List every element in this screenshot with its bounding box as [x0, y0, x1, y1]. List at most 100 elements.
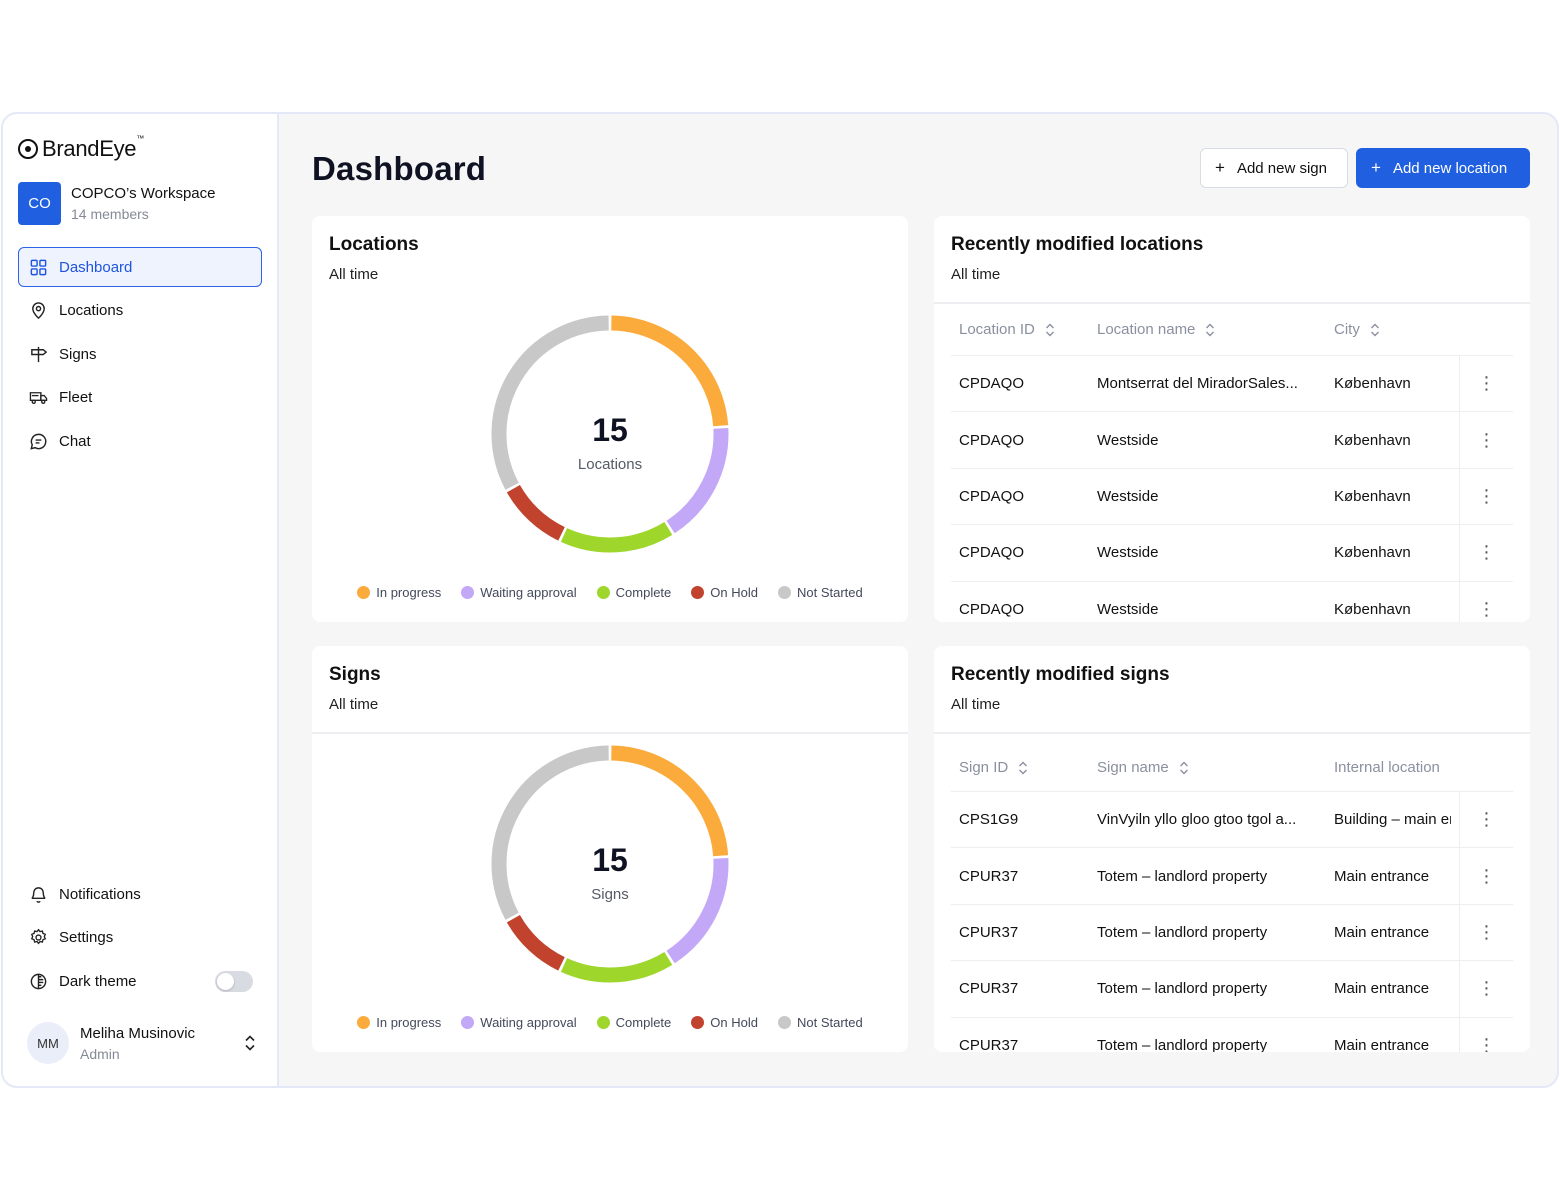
donut-total: 15	[592, 842, 628, 878]
cell-city: København	[1334, 544, 1411, 562]
table-header: Location ID Location name City	[951, 304, 1513, 356]
user-role: Admin	[80, 1045, 120, 1062]
table-row[interactable]: CPDAQO Westside København ⋮	[951, 525, 1513, 582]
table-row[interactable]: CPUR37 Totem – landlord property Main en…	[951, 1017, 1513, 1052]
card-divider	[312, 732, 908, 734]
dark-theme-toggle[interactable]	[215, 970, 253, 992]
cell-location-id: CPDAQO	[959, 431, 1025, 449]
chart-legend: In progress Waiting approval Complete On…	[312, 1015, 908, 1030]
card-divider	[934, 302, 1530, 304]
page-title: Dashboard	[312, 150, 487, 187]
workspace-avatar: CO	[18, 182, 61, 225]
donut-total-label: Signs	[591, 886, 629, 903]
column-header-location-name[interactable]: Location name	[1089, 321, 1326, 338]
table-row[interactable]: CPDAQO Westside København ⋮	[951, 581, 1513, 622]
workspace-switcher[interactable]: CO COPCO’s Workspace 14 members	[18, 182, 216, 225]
table-row[interactable]: CPDAQO Montserrat del MiradorSales... Kø…	[951, 356, 1513, 413]
logo-text: BrandEye™	[42, 134, 144, 161]
legend-item-not-started: Not Started	[777, 1015, 863, 1030]
user-menu[interactable]: MM Meliha Musinovic Admin	[27, 1022, 257, 1064]
donut-slice-complete[interactable]	[560, 521, 673, 553]
column-header-location-id[interactable]: Location ID	[951, 321, 1089, 338]
cell-location-id: CPDAQO	[959, 544, 1025, 562]
table-row[interactable]: CPDAQO Westside København ⋮	[951, 412, 1513, 469]
donut-slice-not-started[interactable]	[491, 315, 609, 490]
cell-sign-id: CPUR37	[959, 923, 1019, 941]
cell-sign-name: Totem – landlord property	[1097, 923, 1268, 941]
cell-location-id: CPDAQO	[959, 375, 1025, 393]
signs-table: Sign ID Sign name Internal location CPS1…	[951, 744, 1513, 1052]
legend-item-in-progress: In progress	[357, 585, 441, 600]
column-header-internal-location[interactable]: Internal location	[1334, 759, 1440, 776]
recent-locations-card: Recently modified locations All time Loc…	[934, 216, 1530, 622]
donut-total-label: Locations	[578, 456, 642, 473]
more-options-icon[interactable]: ⋮	[1459, 412, 1513, 468]
locations-table: Location ID Location name City CPDAQO Mo…	[951, 304, 1513, 622]
table-header: Sign ID Sign name Internal location	[951, 744, 1513, 792]
signs-chart-card: Signs All time 15 Signs In progress Wait…	[312, 646, 908, 1052]
table-row[interactable]: CPS1G9 VinVyiln yllo gloo gtoo tgol a...…	[951, 792, 1513, 849]
card-title: Recently modified locations	[951, 234, 1204, 255]
secondary-nav: Notifications Settings Dark theme	[18, 874, 262, 1005]
add-new-sign-button[interactable]: + Add new sign	[1200, 148, 1348, 188]
locations-chart-card: Locations All time 15 Locations In progr…	[312, 216, 908, 622]
card-subtitle: All time	[951, 696, 1001, 713]
more-options-icon[interactable]: ⋮	[1459, 468, 1513, 525]
more-options-icon[interactable]: ⋮	[1459, 1017, 1513, 1052]
legend-item-on-hold: On Hold	[691, 585, 758, 600]
sidebar-item-chat[interactable]: Chat	[18, 421, 262, 461]
donut-slice-on-hold[interactable]	[506, 914, 565, 971]
sidebar-item-signs[interactable]: Signs	[18, 334, 262, 374]
sort-icon	[1206, 323, 1215, 336]
cell-city: København	[1334, 375, 1411, 393]
sidebar-item-dashboard[interactable]: Dashboard	[18, 247, 262, 287]
brandeye-logo-icon	[18, 139, 38, 159]
signs-donut: 15 Signs	[312, 744, 908, 994]
sidebar-item-label: Fleet	[59, 389, 93, 406]
main-nav: Dashboard Locations Signs Fleet	[18, 247, 262, 465]
add-new-location-button[interactable]: + Add new location	[1356, 148, 1530, 188]
table-row[interactable]: CPDAQO Westside København ⋮	[951, 468, 1513, 526]
donut-slice-not-started[interactable]	[491, 745, 609, 920]
sidebar-item-label: Settings	[59, 929, 114, 946]
cell-location-name: Westside	[1097, 431, 1159, 449]
donut-total: 15	[592, 412, 628, 448]
more-options-icon[interactable]: ⋮	[1459, 525, 1513, 581]
table-row[interactable]: CPUR37 Totem – landlord property Main en…	[951, 904, 1513, 962]
column-header-city[interactable]: City	[1326, 321, 1451, 338]
more-options-icon[interactable]: ⋮	[1459, 356, 1513, 412]
sort-icon	[1019, 761, 1028, 774]
cell-city: København	[1334, 431, 1411, 449]
more-options-icon[interactable]: ⋮	[1459, 961, 1513, 1017]
cell-sign-name: Totem – landlord property	[1097, 867, 1268, 885]
donut-slice-waiting-approval[interactable]	[666, 428, 729, 534]
more-options-icon[interactable]: ⋮	[1459, 581, 1513, 622]
card-title: Recently modified signs	[951, 664, 1170, 685]
donut-slice-complete[interactable]	[560, 951, 673, 983]
sidebar-item-locations[interactable]: Locations	[18, 291, 262, 331]
donut-slice-in-progress[interactable]	[611, 315, 729, 427]
more-options-icon[interactable]: ⋮	[1459, 904, 1513, 961]
table-row[interactable]: CPUR37 Totem – landlord property Main en…	[951, 848, 1513, 905]
cell-sign-id: CPS1G9	[959, 811, 1019, 829]
gear-icon	[29, 928, 48, 947]
sidebar-item-label: Locations	[59, 302, 124, 319]
more-options-icon[interactable]: ⋮	[1459, 848, 1513, 904]
donut-slice-on-hold[interactable]	[506, 484, 565, 541]
sidebar-item-settings[interactable]: Settings	[18, 918, 262, 958]
table-row[interactable]: CPUR37 Totem – landlord property Main en…	[951, 961, 1513, 1018]
sidebar-item-fleet[interactable]: Fleet	[18, 378, 262, 418]
cell-city: København	[1334, 600, 1411, 618]
legend-item-complete: Complete	[596, 1015, 671, 1030]
chart-legend: In progress Waiting approval Complete On…	[312, 585, 908, 600]
cell-sign-name: Totem – landlord property	[1097, 1036, 1268, 1052]
more-options-icon[interactable]: ⋮	[1459, 792, 1513, 848]
cell-location-name: Westside	[1097, 600, 1159, 618]
column-header-sign-id[interactable]: Sign ID	[951, 759, 1089, 776]
card-title: Locations	[329, 234, 419, 255]
column-header-sign-name[interactable]: Sign name	[1089, 759, 1326, 776]
sidebar-item-notifications[interactable]: Notifications	[18, 874, 262, 914]
brand-logo[interactable]: BrandEye™	[18, 134, 144, 162]
donut-slice-in-progress[interactable]	[611, 745, 729, 857]
donut-slice-waiting-approval[interactable]	[666, 858, 729, 964]
